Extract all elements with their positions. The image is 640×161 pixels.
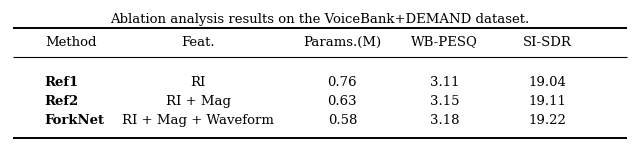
Text: RI: RI: [191, 76, 206, 89]
Text: Feat.: Feat.: [182, 35, 215, 48]
Text: 0.58: 0.58: [328, 114, 357, 127]
Text: Ref2: Ref2: [45, 95, 79, 108]
Text: WB-PESQ: WB-PESQ: [412, 35, 478, 48]
Text: 19.22: 19.22: [528, 114, 566, 127]
Text: 19.11: 19.11: [528, 95, 566, 108]
Text: Ref1: Ref1: [45, 76, 79, 89]
Text: SI-SDR: SI-SDR: [523, 35, 572, 48]
Text: RI + Mag: RI + Mag: [166, 95, 231, 108]
Text: ForkNet: ForkNet: [45, 114, 105, 127]
Text: 3.11: 3.11: [430, 76, 460, 89]
Text: 19.04: 19.04: [528, 76, 566, 89]
Text: 3.15: 3.15: [430, 95, 460, 108]
Text: Params.(M): Params.(M): [303, 35, 381, 48]
Text: 0.63: 0.63: [328, 95, 357, 108]
Text: 0.76: 0.76: [328, 76, 357, 89]
Text: Method: Method: [45, 35, 96, 48]
Text: 3.18: 3.18: [430, 114, 460, 127]
Text: Ablation analysis results on the VoiceBank+DEMAND dataset.: Ablation analysis results on the VoiceBa…: [110, 13, 530, 26]
Text: RI + Mag + Waveform: RI + Mag + Waveform: [122, 114, 275, 127]
